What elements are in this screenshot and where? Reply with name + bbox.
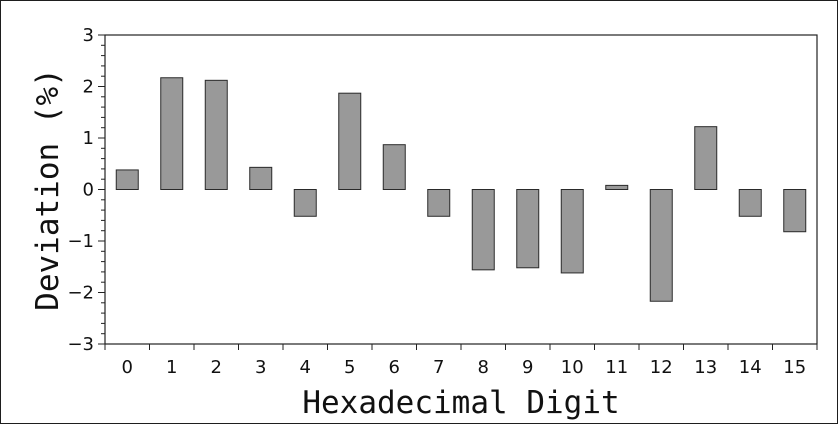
x-tick-label-3: 3 (255, 357, 266, 378)
x-tick-label-0: 0 (122, 357, 133, 378)
x-tick-label-15: 15 (783, 357, 806, 378)
bar-7 (427, 189, 451, 217)
x-tick-label-5: 5 (344, 357, 355, 378)
bar-6 (382, 144, 406, 191)
bar-11 (605, 184, 629, 191)
bar-3 (249, 166, 273, 191)
bar-10 (560, 189, 584, 274)
x-axis-title: Hexadecimal Digit (302, 385, 619, 421)
bar-12 (649, 189, 673, 302)
bar-14 (738, 189, 762, 217)
y-tick-label: 2 (83, 77, 94, 98)
x-tick-label-9: 9 (522, 357, 533, 378)
x-tick-label-10: 10 (561, 357, 584, 378)
y-tick-label: −1 (67, 231, 94, 252)
bar-0 (115, 169, 139, 190)
bar-9 (516, 189, 540, 269)
x-tick-label-7: 7 (433, 357, 444, 378)
y-axis-ticks: −3 −2 −1 0 1 2 3 (67, 25, 105, 355)
x-tick-label-12: 12 (650, 357, 673, 378)
bar-1 (160, 77, 184, 190)
y-tick-label: −2 (67, 283, 94, 304)
x-tick-label-6: 6 (389, 357, 400, 378)
y-tick-label: 0 (83, 180, 94, 201)
x-tick-label-4: 4 (300, 357, 311, 378)
y-axis-title: Deviation (%) (30, 68, 66, 311)
bars-layer (115, 77, 807, 302)
bar-15 (783, 189, 807, 233)
x-axis-ticks: 0 1 2 3 4 5 6 7 8 9 10 11 12 13 14 15 (104, 344, 818, 378)
bar-4 (293, 189, 317, 217)
x-tick-label-11: 11 (605, 357, 628, 378)
x-tick-label-14: 14 (739, 357, 762, 378)
x-tick-label-8: 8 (478, 357, 489, 378)
x-tick-label-1: 1 (166, 357, 177, 378)
y-tick-label: 3 (83, 25, 94, 46)
bar-13 (694, 126, 718, 190)
bar-8 (471, 189, 495, 271)
y-tick-label: 1 (83, 128, 94, 149)
y-tick-label: −3 (67, 334, 94, 355)
x-tick-label-13: 13 (694, 357, 717, 378)
bar-2 (204, 79, 228, 190)
bar-5 (338, 92, 362, 190)
x-tick-label-2: 2 (211, 357, 222, 378)
